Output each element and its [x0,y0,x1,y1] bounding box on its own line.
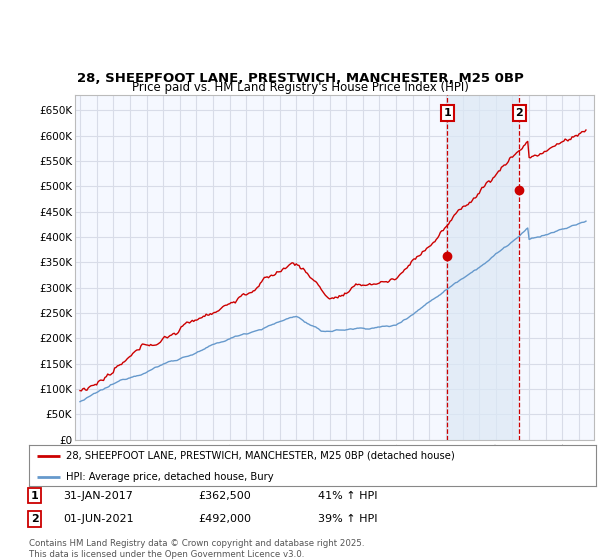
Text: 31-JAN-2017: 31-JAN-2017 [63,491,133,501]
Text: 01-JUN-2021: 01-JUN-2021 [63,514,134,524]
Text: HPI: Average price, detached house, Bury: HPI: Average price, detached house, Bury [65,472,273,482]
Text: 2: 2 [515,108,523,118]
Bar [447,95,520,440]
Text: 28, SHEEPFOOT LANE, PRESTWICH, MANCHESTER, M25 0BP (detached house): 28, SHEEPFOOT LANE, PRESTWICH, MANCHESTE… [65,451,454,461]
Text: £362,500: £362,500 [198,491,251,501]
Text: 39% ↑ HPI: 39% ↑ HPI [318,514,377,524]
Text: £492,000: £492,000 [198,514,251,524]
Text: Price paid vs. HM Land Registry's House Price Index (HPI): Price paid vs. HM Land Registry's House … [131,81,469,94]
Text: 1: 1 [443,108,451,118]
Text: 2: 2 [31,514,38,524]
Text: 41% ↑ HPI: 41% ↑ HPI [318,491,377,501]
Text: 28, SHEEPFOOT LANE, PRESTWICH, MANCHESTER, M25 0BP: 28, SHEEPFOOT LANE, PRESTWICH, MANCHESTE… [77,72,523,85]
Text: Contains HM Land Registry data © Crown copyright and database right 2025.
This d: Contains HM Land Registry data © Crown c… [29,539,364,559]
Text: 1: 1 [31,491,38,501]
